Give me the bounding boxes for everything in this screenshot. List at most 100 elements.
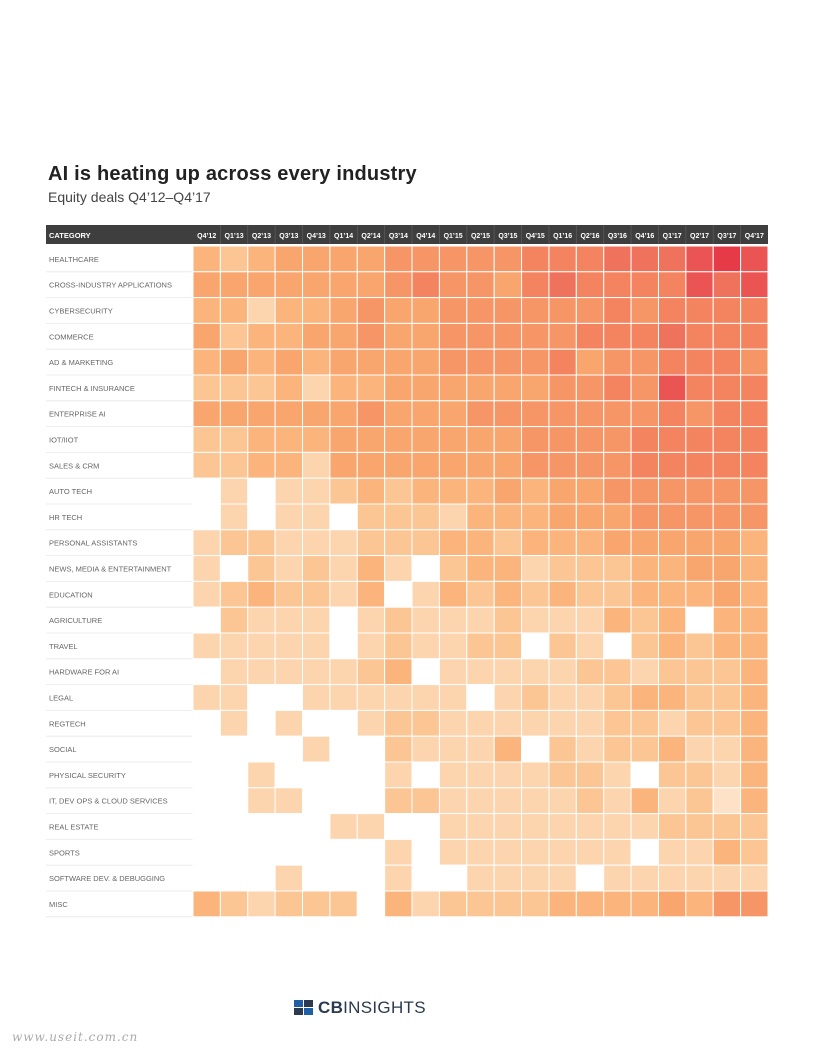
heatmap-cell [521, 761, 550, 789]
heatmap-cell [630, 271, 659, 299]
heatmap-cell [219, 864, 249, 892]
heatmap-cell [329, 684, 358, 711]
heatmap-cell [411, 555, 440, 582]
heatmap-cell [740, 477, 769, 505]
heatmap-cell [548, 658, 577, 686]
heatmap-cell [192, 761, 221, 789]
heatmap-cell [603, 761, 632, 789]
heatmap-cell [356, 890, 386, 918]
heatmap-cell [302, 864, 331, 892]
row-label: CROSS-INDUSTRY APPLICATIONS [49, 281, 172, 290]
heatmap-cell [603, 322, 632, 350]
heatmap-cell [274, 451, 304, 479]
heatmap-cell [384, 735, 413, 763]
heatmap-cell [630, 632, 659, 660]
heatmap-cell [548, 890, 577, 918]
heatmap-cell [356, 658, 386, 686]
heatmap-cell [247, 477, 276, 505]
heatmap-cell [247, 529, 276, 557]
heatmap-cell [384, 555, 413, 582]
heatmap-cell [685, 890, 714, 918]
heatmap-cell [302, 709, 331, 737]
heatmap-cell [192, 400, 221, 428]
heatmap-cell [384, 451, 413, 479]
heatmap-cell [466, 322, 495, 350]
heatmap-cell [192, 606, 221, 634]
heatmap-cell [493, 245, 523, 273]
heatmap-cell [575, 529, 605, 557]
heatmap-cell [685, 580, 714, 608]
heatmap-cell [438, 813, 468, 840]
heatmap-cell [329, 890, 358, 918]
heatmap-cell [657, 426, 687, 453]
heatmap-cell [630, 684, 659, 711]
heatmap-cell [548, 606, 577, 634]
heatmap-cell [548, 271, 577, 299]
heatmap-cell [493, 426, 523, 453]
heatmap-cell [603, 864, 632, 892]
heatmap-cell [575, 271, 605, 299]
heatmap-cell [302, 529, 331, 557]
heatmap-cell [657, 529, 687, 557]
heatmap-cell [466, 632, 495, 660]
heatmap-cell [192, 813, 221, 840]
heatmap-cell [657, 271, 687, 299]
heatmap-cell [438, 348, 468, 376]
heatmap-cell [493, 709, 523, 737]
heatmap-cell [219, 400, 249, 428]
heatmap-cell [740, 503, 769, 531]
heatmap-cell [685, 245, 714, 273]
column-label: Q1’17 [663, 233, 682, 240]
heatmap-cell [685, 271, 714, 299]
heatmap-cell [192, 735, 221, 763]
heatmap-cell [247, 503, 276, 531]
heatmap-cell [603, 890, 632, 918]
heatmap-cell [548, 400, 577, 428]
heatmap-cell [603, 426, 632, 453]
heatmap-cell [411, 864, 440, 892]
heatmap-cell [657, 632, 687, 660]
column-label: Q4’13 [307, 233, 326, 240]
heatmap-cell [247, 580, 276, 608]
heatmap-cell [603, 555, 632, 582]
heatmap-cell [685, 709, 714, 737]
heatmap-cell [712, 761, 742, 789]
row-label: TRAVEL [49, 642, 78, 651]
heatmap-cell [274, 400, 304, 428]
heatmap-cell [219, 348, 249, 376]
heatmap-cell [575, 761, 605, 789]
heatmap-cell [219, 632, 249, 660]
heatmap-cell [466, 684, 495, 711]
heatmap-cell [575, 322, 605, 350]
chart-title: AI is heating up across every industry [48, 163, 417, 185]
heatmap-cell [329, 658, 358, 686]
heatmap-cell [630, 245, 659, 273]
heatmap-cell [493, 374, 523, 402]
heatmap-cell [657, 245, 687, 273]
heatmap-cell [548, 503, 577, 531]
row-label: REAL ESTATE [49, 823, 98, 832]
heatmap-cell [603, 271, 632, 299]
heatmap-cell [740, 374, 769, 402]
heatmap-cell [274, 580, 304, 608]
heatmap-cell [356, 271, 386, 299]
heatmap-cell [657, 374, 687, 402]
heatmap-cell [466, 348, 495, 376]
header-bar [46, 225, 768, 244]
cb-insights-mark-icon [294, 1000, 313, 1015]
heatmap-cell [411, 658, 440, 686]
heatmap-cell [384, 632, 413, 660]
heatmap-cell [329, 838, 358, 866]
heatmap-cell [603, 684, 632, 711]
heatmap-cell [548, 684, 577, 711]
heatmap-cell [302, 426, 331, 453]
column-label: Q2’17 [690, 233, 709, 240]
heatmap-cell [302, 658, 331, 686]
heatmap-cell [219, 606, 249, 634]
heatmap-cell [384, 245, 413, 273]
heatmap-cell [384, 813, 413, 840]
heatmap-cell [575, 735, 605, 763]
heatmap-cell [657, 787, 687, 815]
column-label: Q4’15 [526, 233, 545, 240]
heatmap-cell [329, 606, 358, 634]
